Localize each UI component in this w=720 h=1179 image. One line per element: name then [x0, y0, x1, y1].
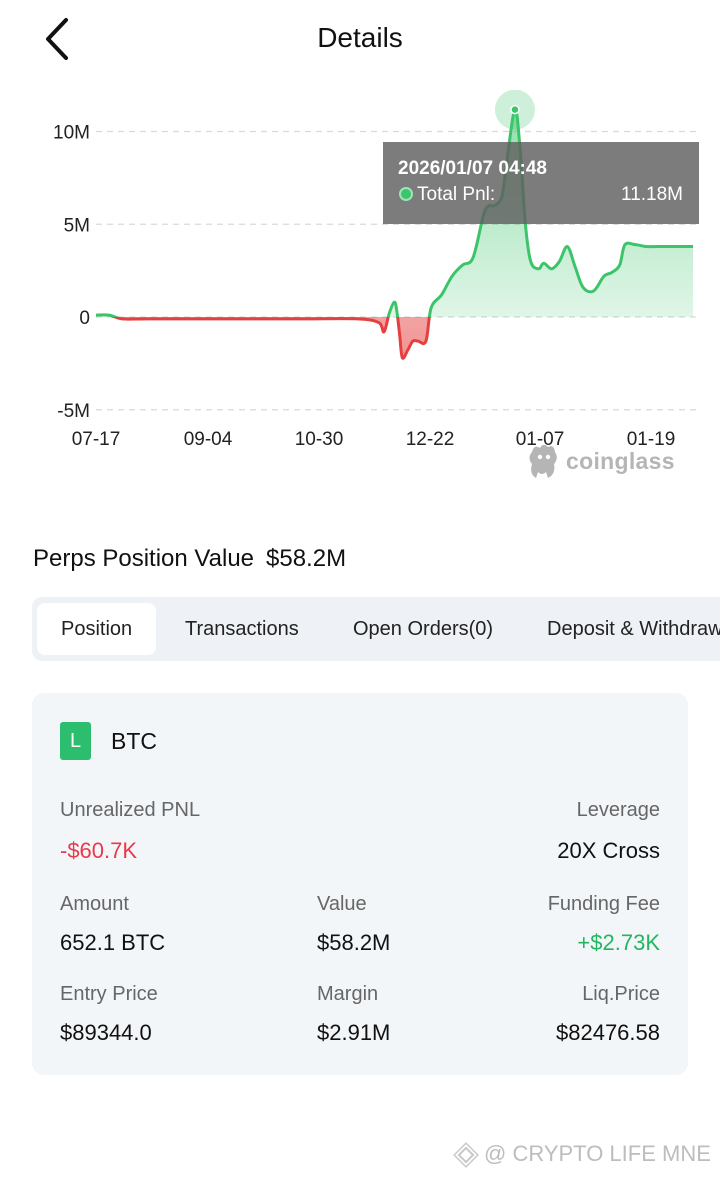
- funding-fee-label: Funding Fee: [547, 893, 660, 915]
- tooltip-value: 11.18M: [621, 184, 683, 205]
- amount-value: 652.1 BTC: [60, 930, 166, 955]
- x-tick-label: 10-30: [295, 429, 344, 450]
- x-tick-label: 12-22: [406, 429, 455, 450]
- leverage-label: Leverage: [576, 799, 660, 821]
- tooltip-date: 2026/01/07 04:48: [398, 158, 547, 179]
- chart-tooltip: 2026/01/07 04:48 Total Pnl: 11.18M: [383, 142, 699, 224]
- footer-watermark-text: @ CRYPTO LIFE MNE: [484, 1141, 711, 1166]
- liq-price-value: $82476.58: [556, 1020, 660, 1045]
- y-tick-label: -5M: [57, 401, 90, 422]
- tab-bar: Position Transactions Open Orders(0) Dep…: [32, 597, 720, 661]
- position-value-amount: $58.2M: [266, 545, 347, 572]
- tab-position[interactable]: Position: [37, 603, 157, 655]
- coinglass-logo-icon: [529, 444, 557, 478]
- positive-area: [96, 109, 693, 317]
- tab-transactions[interactable]: Transactions: [185, 618, 299, 640]
- y-tick-label: 10M: [53, 123, 90, 144]
- x-tick-label: 07-17: [72, 429, 121, 450]
- unrealized-pnl-value: -$60.7K: [60, 838, 138, 863]
- binance-logo-icon: [453, 1142, 479, 1168]
- x-tick-label: 01-19: [627, 429, 676, 450]
- series-dot-icon: [399, 187, 413, 201]
- perps-position-value: Perps Position Value $58.2M: [33, 545, 346, 573]
- leverage-value: 20X Cross: [557, 838, 660, 863]
- tab-open-orders[interactable]: Open Orders(0): [353, 618, 494, 640]
- page-title: Details: [317, 22, 403, 53]
- pnl-chart[interactable]: 10M 5M 0 -5M 07-17 09-04 10-30 12-22 01-07 01-19 …: [0, 90, 720, 478]
- long-badge: L: [60, 722, 91, 760]
- peak-point: [510, 104, 520, 115]
- tab-deposit-withdraw[interactable]: Deposit & Withdraw: [547, 618, 720, 640]
- entry-price-value: $89344.0: [60, 1020, 152, 1045]
- chevron-left-icon: [46, 18, 68, 60]
- y-tick-label: 0: [79, 308, 90, 329]
- x-tick-label: 01-07: [516, 429, 565, 450]
- margin-value: $2.91M: [317, 1020, 391, 1045]
- pnl-line-negative: [110, 317, 431, 360]
- liq-price-label: Liq.Price: [582, 983, 660, 1005]
- margin-label: Margin: [317, 983, 379, 1005]
- funding-fee-value: +$2.73K: [577, 930, 660, 955]
- amount-label: Amount: [60, 893, 129, 915]
- position-value-label: Perps Position Value: [33, 545, 255, 572]
- coinglass-watermark-text: coinglass: [566, 448, 675, 474]
- tooltip-label: Total Pnl:: [417, 184, 496, 205]
- unrealized-pnl-label: Unrealized PNL: [60, 799, 201, 821]
- back-button[interactable]: [38, 14, 82, 64]
- position-card[interactable]: L BTC Unrealized PNL -$60.7K Leverage 20…: [32, 693, 688, 1075]
- x-tick-label: 09-04: [184, 429, 233, 450]
- y-tick-label: 5M: [64, 215, 90, 236]
- value-label: Value: [317, 893, 367, 915]
- entry-price-label: Entry Price: [60, 983, 158, 1005]
- value-value: $58.2M: [317, 930, 391, 955]
- position-symbol: BTC: [111, 728, 157, 754]
- header: Details: [0, 0, 720, 80]
